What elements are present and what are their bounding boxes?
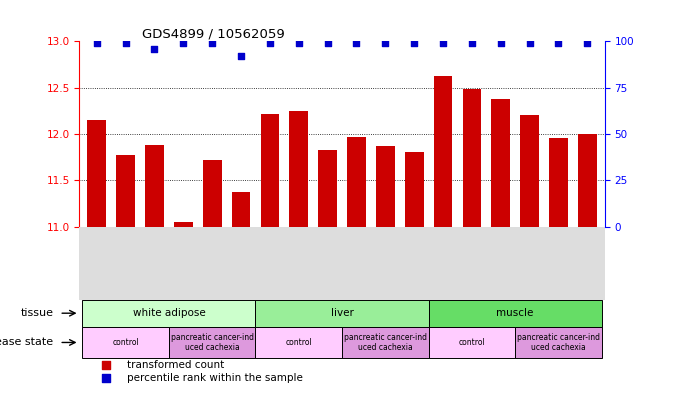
Bar <box>203 160 222 227</box>
Point <box>293 40 304 46</box>
Bar <box>342 327 428 358</box>
Point <box>495 40 507 46</box>
Point <box>322 40 333 46</box>
Text: muscle: muscle <box>497 308 534 318</box>
Point <box>524 40 535 46</box>
Text: transformed count: transformed count <box>126 360 224 370</box>
Text: GDS4899 / 10562059: GDS4899 / 10562059 <box>142 27 285 40</box>
Point <box>149 46 160 52</box>
Bar <box>116 155 135 227</box>
Bar <box>520 116 539 227</box>
Text: percentile rank within the sample: percentile rank within the sample <box>126 373 303 384</box>
Point <box>437 40 448 46</box>
Bar <box>434 75 453 227</box>
Bar <box>347 137 366 227</box>
Point <box>408 40 419 46</box>
Bar <box>82 300 256 327</box>
Text: liver: liver <box>330 308 354 318</box>
Point <box>553 40 564 46</box>
Point <box>91 40 102 46</box>
Bar <box>428 300 602 327</box>
Text: control: control <box>459 338 485 347</box>
Point <box>380 40 391 46</box>
Bar <box>145 145 164 227</box>
Bar <box>578 134 597 227</box>
Text: control: control <box>112 338 139 347</box>
Bar <box>549 138 568 227</box>
Point <box>178 40 189 46</box>
Bar <box>87 120 106 227</box>
Text: white adipose: white adipose <box>133 308 205 318</box>
Bar <box>231 192 250 227</box>
Point <box>265 40 276 46</box>
Text: tissue: tissue <box>21 308 53 318</box>
Bar <box>462 88 481 227</box>
Bar <box>256 300 428 327</box>
Point <box>120 40 131 46</box>
Text: control: control <box>285 338 312 347</box>
Bar <box>261 114 279 227</box>
Bar <box>290 111 308 227</box>
Bar <box>169 327 256 358</box>
Bar <box>256 327 342 358</box>
Bar <box>428 327 515 358</box>
Text: pancreatic cancer-ind
uced cachexia: pancreatic cancer-ind uced cachexia <box>171 333 254 352</box>
Bar <box>82 327 169 358</box>
Point <box>100 362 111 368</box>
Bar <box>376 146 395 227</box>
Bar <box>174 222 193 227</box>
Point <box>466 40 477 46</box>
Bar <box>319 150 337 227</box>
Point <box>351 40 362 46</box>
Point <box>100 375 111 382</box>
Text: pancreatic cancer-ind
uced cachexia: pancreatic cancer-ind uced cachexia <box>344 333 427 352</box>
Point <box>207 40 218 46</box>
Bar <box>405 152 424 227</box>
Text: pancreatic cancer-ind
uced cachexia: pancreatic cancer-ind uced cachexia <box>517 333 600 352</box>
Bar <box>515 327 602 358</box>
Point <box>236 53 247 59</box>
Point <box>582 40 593 46</box>
Bar <box>491 99 510 227</box>
Text: disease state: disease state <box>0 338 53 347</box>
